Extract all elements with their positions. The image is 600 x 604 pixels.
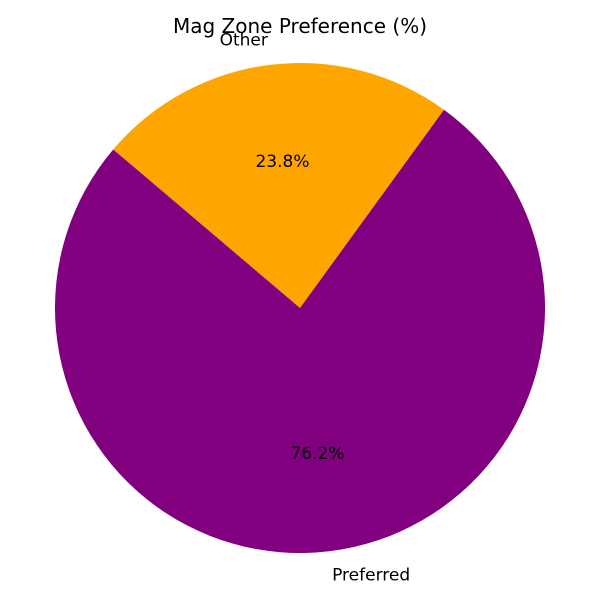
slice-label-preferred: Preferred [332,566,410,586]
pct-label-other: 23.8% [255,152,309,172]
pie-slice-other [113,62,445,308]
slice-label-other: Other [220,30,268,50]
chart-title: Mag Zone Preference (%) [173,14,427,38]
pct-label-preferred: 76.2% [290,444,344,464]
pie-labels: Other 23.8% Preferred 76.2% [220,30,411,585]
pie-slices [54,62,545,553]
pie-slice-preferred [54,109,545,553]
